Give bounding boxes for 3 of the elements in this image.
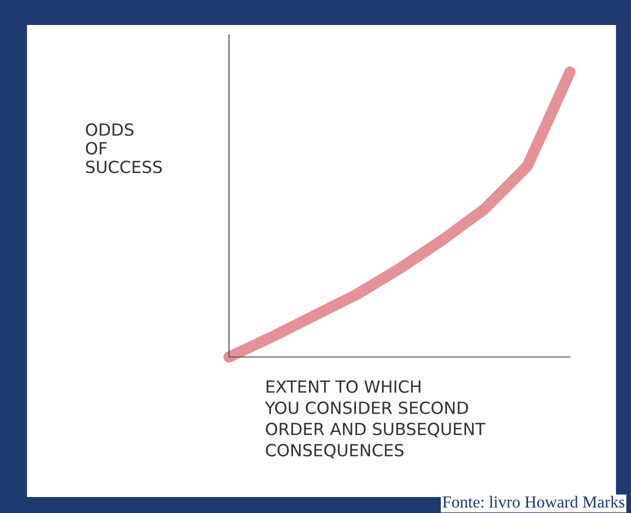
y-axis-title: ODDS OF SUCCESS <box>86 123 162 174</box>
x-axis-title: EXTENT TO WHICH YOU CONSIDER SECOND ORDER AND SUBSEQUENT CONSEQUENCES <box>264 380 486 458</box>
source-note: Fonte: livro Howard Marks <box>442 496 624 508</box>
